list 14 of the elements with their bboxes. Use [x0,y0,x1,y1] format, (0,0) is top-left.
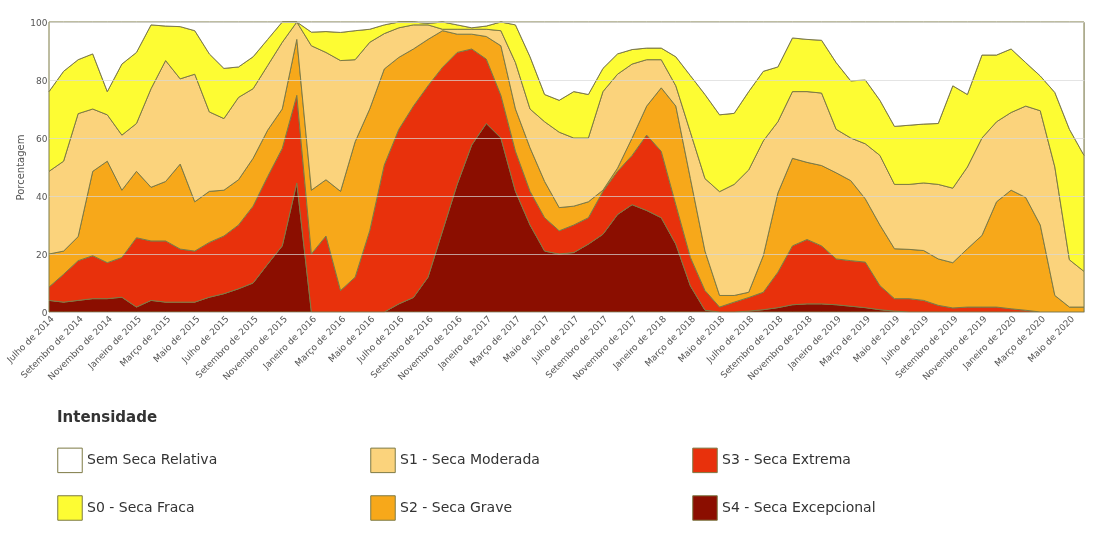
y-tick-label: 20 [36,249,48,260]
legend-label: Sem Seca Relativa [87,451,218,468]
legend-label: S4 - Seca Excepcional [722,499,876,515]
y-axis-title: Porcentagem [15,134,27,201]
y-tick-label: 60 [36,133,48,144]
legend-label: S2 - Seca Grave [400,499,513,515]
y-tick-label: 0 [41,307,48,318]
y-tick-label: 40 [36,191,48,202]
y-tick-label: 100 [30,17,48,28]
legend-label: S3 - Seca Extrema [722,451,851,468]
legend-label: S1 - Seca Moderada [400,451,540,468]
y-tick-label: 80 [36,75,48,86]
legend-label: S0 - Seca Fraca [87,499,195,515]
legend-title: Intensidade [57,408,158,426]
